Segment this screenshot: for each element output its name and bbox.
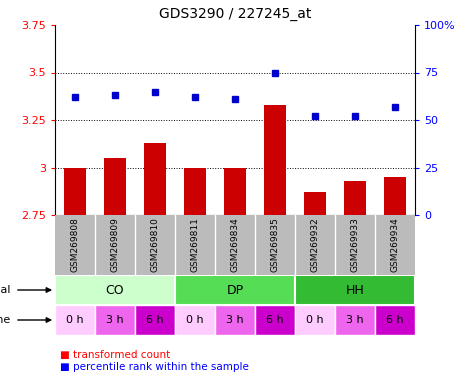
Bar <box>303 192 325 215</box>
Text: 3 h: 3 h <box>346 315 363 325</box>
Bar <box>144 143 166 215</box>
Text: 6 h: 6 h <box>146 315 163 325</box>
Text: GSM269809: GSM269809 <box>110 218 119 272</box>
Bar <box>334 305 374 335</box>
Text: GSM269934: GSM269934 <box>390 218 398 272</box>
Text: individual: individual <box>0 285 11 295</box>
Text: 0 h: 0 h <box>306 315 323 325</box>
Text: ■ transformed count: ■ transformed count <box>60 350 170 360</box>
Text: GSM269835: GSM269835 <box>270 218 279 272</box>
Bar <box>55 275 174 305</box>
Bar <box>95 305 134 335</box>
Text: CO: CO <box>106 283 124 296</box>
Text: 0 h: 0 h <box>186 315 203 325</box>
Text: 0 h: 0 h <box>66 315 84 325</box>
Text: GSM269811: GSM269811 <box>190 218 199 272</box>
Bar <box>55 305 95 335</box>
Text: GSM269810: GSM269810 <box>150 218 159 272</box>
Text: 3 h: 3 h <box>226 315 243 325</box>
Bar <box>383 177 405 215</box>
Text: DP: DP <box>226 283 243 296</box>
Bar <box>294 305 334 335</box>
Text: GSM269834: GSM269834 <box>230 218 239 272</box>
Text: 6 h: 6 h <box>386 315 403 325</box>
Bar <box>224 167 246 215</box>
Bar <box>263 105 285 215</box>
Text: GSM269933: GSM269933 <box>350 218 359 272</box>
Bar <box>214 305 254 335</box>
Text: GSM269808: GSM269808 <box>70 218 79 272</box>
Bar <box>64 167 86 215</box>
Bar <box>294 275 414 305</box>
Text: GSM269932: GSM269932 <box>310 218 319 272</box>
Bar <box>343 181 365 215</box>
Bar <box>174 305 214 335</box>
Bar <box>374 305 414 335</box>
Bar <box>254 305 294 335</box>
Bar <box>174 275 294 305</box>
Bar <box>104 158 126 215</box>
Text: ■ percentile rank within the sample: ■ percentile rank within the sample <box>60 362 248 372</box>
Text: time: time <box>0 315 11 325</box>
Text: 6 h: 6 h <box>266 315 283 325</box>
Bar <box>134 305 174 335</box>
Title: GDS3290 / 227245_at: GDS3290 / 227245_at <box>158 7 310 21</box>
Text: HH: HH <box>345 283 364 296</box>
Bar <box>184 167 206 215</box>
Text: 3 h: 3 h <box>106 315 123 325</box>
